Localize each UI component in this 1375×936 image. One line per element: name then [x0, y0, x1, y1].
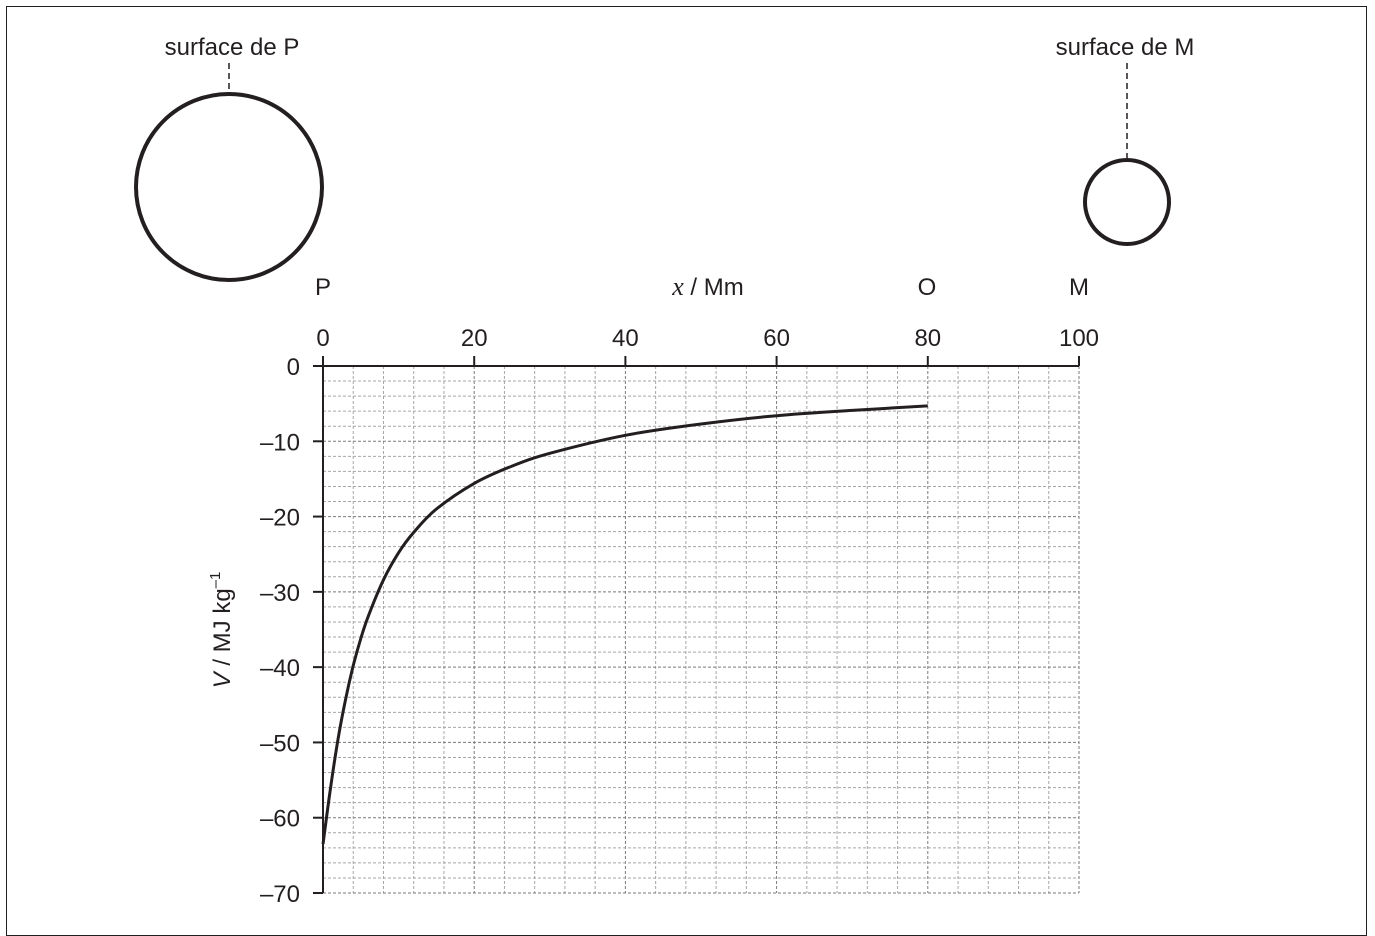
x-tick-label: 20 [461, 325, 488, 352]
y-tick-label: –30 [260, 580, 300, 607]
series-group [321, 404, 928, 845]
y-tick-label: –70 [260, 881, 300, 908]
y-tick-label: –40 [260, 655, 300, 682]
x-axis-unit: / Mm [684, 274, 744, 301]
surface-p-label: surface de P [165, 34, 300, 61]
point-p-label: P [315, 274, 331, 301]
y-axis-unit: / MJ kg [209, 588, 236, 672]
grid [323, 366, 1080, 894]
point-o-label: O [918, 274, 937, 301]
x-tick-label: 60 [763, 325, 790, 352]
surface-m-label: surface de M [1056, 34, 1195, 61]
y-tick-label: –50 [260, 730, 300, 757]
y-tick-label: –20 [260, 505, 300, 532]
moon-m-circle [1083, 158, 1171, 246]
x-axis-title: x / Mm [671, 272, 744, 301]
planet-p-circle [134, 92, 324, 282]
x-axis-var: x [671, 272, 684, 301]
y-axis-var: V [209, 670, 236, 688]
y-tick-label: 0 [287, 354, 300, 381]
y-axis-unit-exp: –1 [207, 572, 224, 589]
point-m-label: M [1069, 274, 1089, 301]
potential-curve [321, 404, 928, 845]
x-tick-label: 80 [914, 325, 941, 352]
y-tick-label: –10 [260, 429, 300, 456]
x-tick-label: 40 [612, 325, 639, 352]
y-tick-label: –60 [260, 806, 300, 833]
x-tick-label: 0 [316, 325, 329, 352]
axes [322, 365, 1079, 893]
y-axis-title: V / MJ kg–1 [207, 572, 236, 689]
ticks: 0 20 40 60 80 100 0 –10 –20 –30 –40 –50 –60 –70 [260, 325, 1099, 908]
x-tick-label: 100 [1059, 325, 1099, 352]
